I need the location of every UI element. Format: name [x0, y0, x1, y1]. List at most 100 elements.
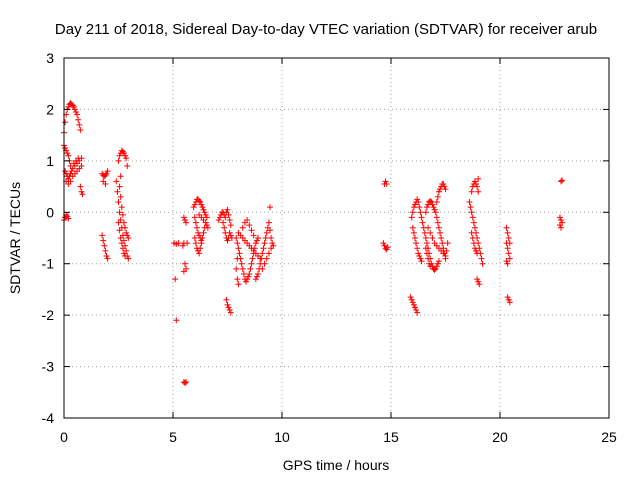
- data-point: [409, 209, 416, 216]
- data-point: [196, 250, 203, 257]
- data-point: [423, 250, 430, 257]
- data-point: [71, 106, 78, 113]
- data-point: [263, 255, 270, 262]
- data-point: [175, 240, 182, 247]
- data-point: [426, 260, 433, 267]
- data-point: [268, 235, 275, 241]
- data-point: [411, 304, 418, 311]
- data-point: [101, 242, 108, 249]
- data-point: [225, 211, 232, 218]
- data-point: [203, 222, 210, 229]
- data-point: [470, 219, 477, 226]
- data-point: [104, 255, 111, 262]
- data-point: [505, 235, 512, 241]
- data-point: [415, 199, 422, 205]
- data-point: [414, 196, 421, 203]
- data-point: [226, 217, 233, 223]
- data-point: [410, 204, 417, 211]
- data-point: [64, 150, 71, 157]
- track-arc-5.5a: [179, 214, 191, 387]
- data-point: [235, 281, 242, 288]
- data-point: [255, 271, 262, 277]
- data-point: [123, 155, 130, 162]
- y-tick-label: -3: [42, 359, 55, 375]
- data-point: [78, 188, 85, 195]
- data-point: [503, 240, 510, 247]
- data-point: [233, 235, 240, 241]
- data-point: [78, 163, 85, 169]
- data-point: [226, 229, 233, 236]
- data-point: [260, 245, 267, 252]
- data-point: [252, 240, 259, 247]
- data-point: [471, 178, 478, 185]
- data-point: [227, 232, 234, 239]
- data-point: [475, 188, 482, 195]
- data-point: [471, 224, 478, 231]
- data-point: [203, 214, 210, 221]
- y-tick-label: 3: [46, 50, 54, 66]
- data-point: [183, 219, 190, 226]
- data-point: [113, 178, 120, 185]
- data-point: [263, 229, 270, 236]
- data-point: [384, 244, 391, 251]
- data-point: [417, 255, 424, 262]
- data-point: [434, 193, 441, 200]
- data-point: [246, 222, 253, 229]
- data-point: [122, 253, 129, 259]
- data-point: [193, 224, 200, 231]
- data-point: [252, 276, 259, 283]
- track-arc-2.5b: [115, 147, 132, 259]
- data-point: [413, 240, 420, 247]
- data-point: [504, 245, 511, 252]
- data-point: [119, 211, 126, 218]
- track-arc-7.5b: [223, 296, 234, 316]
- data-point: [423, 204, 430, 211]
- x-tick-label: 20: [492, 429, 508, 445]
- data-point: [427, 197, 434, 204]
- data-point: [104, 168, 111, 175]
- data-point: [416, 253, 423, 259]
- data-point: [503, 224, 510, 231]
- data-point: [409, 299, 416, 306]
- data-point: [474, 250, 481, 257]
- x-axis-label: GPS time / hours: [283, 457, 390, 473]
- track-arc-22.8a: [556, 177, 566, 231]
- track-arc-9a: [233, 204, 277, 288]
- y-tick-label: -4: [42, 410, 55, 426]
- data-point: [558, 178, 565, 185]
- data-point: [383, 181, 390, 187]
- data-point: [196, 197, 203, 204]
- data-point: [559, 177, 566, 184]
- track-arc-17a: [422, 181, 451, 270]
- data-point: [258, 255, 265, 262]
- data-point: [467, 204, 474, 211]
- data-point: [238, 260, 245, 267]
- data-point: [235, 245, 242, 252]
- data-point: [473, 247, 480, 254]
- y-tick-label: 1: [46, 153, 54, 169]
- data-point: [261, 240, 268, 247]
- data-point: [468, 229, 475, 236]
- data-point: [469, 235, 476, 241]
- data-point: [418, 214, 425, 221]
- y-axis-label: SDTVAR / TECUs: [7, 182, 23, 294]
- data-point: [506, 299, 513, 306]
- data-point: [75, 155, 82, 162]
- data-point: [504, 260, 511, 267]
- data-point: [435, 258, 442, 265]
- data-point: [435, 224, 442, 231]
- data-point: [227, 222, 234, 229]
- data-point: [118, 240, 125, 247]
- data-point: [259, 265, 266, 272]
- data-point: [248, 260, 255, 267]
- data-point: [224, 237, 231, 244]
- data-point: [247, 265, 254, 272]
- data-point: [74, 111, 81, 118]
- track-arc-16a: [408, 196, 442, 273]
- data-point: [440, 181, 447, 187]
- data-point: [76, 121, 83, 128]
- data-point: [70, 103, 77, 110]
- track-arc-19b: [474, 276, 483, 288]
- y-axis-ticks: -4 -3 -2 -1 0 1 2 3: [42, 50, 609, 426]
- data-point: [202, 211, 209, 218]
